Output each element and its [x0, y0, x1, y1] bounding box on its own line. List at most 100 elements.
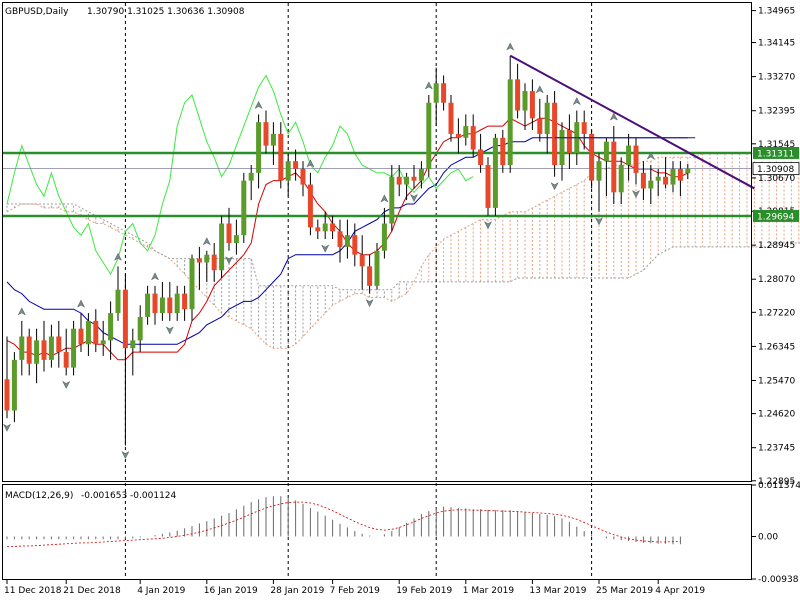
macd-tick-label-2: -0.00938 [758, 575, 799, 585]
candle-body [78, 328, 84, 345]
candle-body [322, 223, 328, 232]
fractal-down-marker [483, 221, 493, 230]
candle-body [137, 316, 143, 341]
candle [145, 285, 151, 325]
chart-symbol-label: GBPUSD,Daily [5, 7, 69, 17]
candle-body [640, 172, 646, 189]
candle [529, 79, 535, 130]
price-tick-label-5: 1.30670 [758, 174, 795, 184]
candle [418, 161, 424, 189]
candle [381, 207, 387, 259]
candle-body [359, 254, 365, 267]
price-tick-label-8: 1.28070 [758, 275, 795, 285]
candle-body [374, 250, 380, 286]
time-tick-label-9: 25 Mar 2019 [596, 586, 653, 596]
candle-body [352, 235, 358, 255]
candle-body [404, 176, 410, 185]
main-price-panel[interactable]: GBPUSD,Daily 1.30790 1.31025 1.30636 1.3… [2, 3, 800, 579]
level-price-tag-1 [753, 209, 799, 222]
candle [26, 328, 32, 376]
candle [455, 118, 461, 154]
candle-body [19, 336, 25, 360]
candle [307, 172, 313, 236]
candle-body [655, 176, 661, 181]
level-price-tag-0 [753, 146, 799, 159]
candle [515, 63, 521, 119]
candle [337, 219, 343, 263]
candle [34, 328, 40, 384]
trendlines[interactable] [509, 54, 755, 190]
fractal-down-marker [2, 423, 12, 432]
fractal-up-marker [306, 159, 315, 168]
time-tick-label-1: 21 Dec 2018 [63, 586, 121, 596]
candle [11, 352, 17, 423]
fractal-up-marker [424, 81, 433, 90]
candle-body [426, 102, 432, 169]
candle [263, 110, 269, 154]
current-price-tag-label: 1.30908 [757, 165, 794, 175]
current-price-tag [752, 162, 800, 176]
candle [130, 328, 136, 376]
candle [100, 320, 106, 356]
candle-body [307, 184, 313, 228]
time-tick-label-3: 16 Jan 2019 [204, 586, 258, 596]
candle-body [85, 320, 91, 345]
macd-axis: 0.011374 0.00 -0.00938 [752, 481, 800, 585]
candle [4, 336, 10, 419]
candle [78, 313, 84, 353]
price-tick-label-2: 1.33270 [758, 73, 795, 83]
candle [122, 274, 128, 446]
candle-body [122, 289, 128, 349]
macd-tick-label-1: 0.00 [758, 533, 778, 543]
candle [344, 219, 350, 259]
candle [174, 285, 180, 321]
time-tick-label-8: 13 Mar 2019 [529, 586, 586, 596]
candle [248, 165, 254, 201]
candle-body [581, 122, 587, 134]
candle [241, 172, 247, 243]
candle-body [48, 336, 54, 360]
candle-body [174, 293, 180, 314]
candle [167, 281, 173, 321]
macd-panel[interactable]: MACD(12,26,9) -0.001653 -0.001124 [5, 491, 681, 547]
price-axis[interactable]: 1.34965 1.34145 1.33270 1.32395 1.31545 1.306… [752, 7, 795, 487]
candle-body [596, 161, 602, 181]
candle [589, 129, 595, 189]
candle [492, 133, 498, 216]
candle-body [463, 126, 469, 138]
candle-body [685, 168, 691, 174]
candle-body [285, 161, 291, 181]
time-tick-label-6: 19 Feb 2019 [396, 586, 452, 596]
candle-body [485, 165, 491, 208]
time-tick-label-4: 28 Jan 2019 [270, 586, 324, 596]
candle [322, 211, 328, 240]
candle-body [293, 161, 299, 169]
candle-body [100, 340, 106, 345]
candle [352, 223, 358, 267]
candle [300, 161, 306, 197]
candle [522, 83, 528, 130]
price-tick-label-0: 1.34965 [758, 7, 795, 17]
candle [108, 301, 114, 360]
candle-body [71, 328, 77, 368]
price-tick-label-9: 1.27220 [758, 308, 795, 318]
candle [463, 114, 469, 146]
fractal-down-marker [121, 450, 130, 460]
candle [315, 219, 321, 240]
time-axis[interactable]: 11 Dec 2018 21 Dec 2018 4 Jan 2019 16 Jan 2… [4, 580, 705, 596]
fractal-up-marker [535, 85, 544, 94]
candle [655, 168, 661, 197]
candle-body [648, 180, 654, 189]
candle-body [433, 83, 439, 103]
macd-signal-line [7, 501, 681, 547]
candle [552, 91, 558, 177]
price-tick-label-11: 1.25470 [758, 376, 795, 386]
fractal-up-marker [17, 307, 26, 316]
candle [426, 94, 432, 177]
candle-body [507, 79, 513, 166]
candle [507, 55, 513, 173]
macd-series [6, 496, 681, 547]
candle-body [589, 133, 595, 181]
candle-body [41, 340, 47, 360]
